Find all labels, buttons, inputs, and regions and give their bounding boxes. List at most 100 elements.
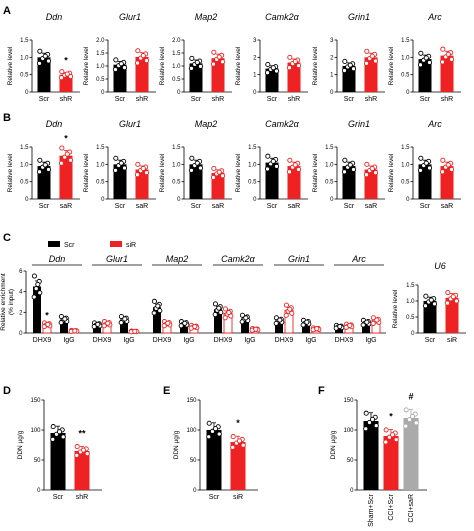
panel-B-4-y-tick-label: 0 [330,197,334,203]
bar-D-0 [50,433,66,490]
bar-A-5-1-data-point [445,51,451,57]
panel-A-3-y-tick-label: 2 [253,55,257,61]
bar-B-3-1-data-point [287,157,293,163]
bar-A-0-0-data-point [46,58,52,64]
bar-C-4-scr-data-point [157,308,163,314]
y-axis-label-A-3: Relative level [235,46,242,85]
x-tick-label-C-3: IgG [123,337,134,344]
bar-B-2-0-data-point [197,165,204,171]
bar-A-0-1-data-point [64,71,70,77]
panel-label-D: D [3,385,11,397]
bar-A-0-1-data-point [59,69,65,75]
x-tick-label-D-1: shR [76,494,88,501]
panel-B-1-y-tick-label: 0 [101,197,105,203]
bar-B-5-0 [418,164,432,199]
x-tick-label-A-2-0: Scr [191,96,202,103]
panel-A-1-y-tick-label: 0.5 [96,77,105,83]
bar-C-4-sir-data-point [165,320,171,326]
panel-A-4-y-tick-label: 3 [330,38,334,44]
bar-A-3-0-data-point [270,65,276,71]
significance-E-1: * [236,418,240,428]
bar-A-2-1-data-point [211,49,217,55]
x-tick-label-B-0-1: saR [60,203,72,210]
bar-C-0-scr-data-point [33,286,39,292]
bar-D-0-data-point [56,429,63,435]
gene-title-B-4: Grin1 [348,119,370,129]
bar-C-2-scr [93,324,101,333]
gene-title-A-2: Map2 [195,12,218,22]
bar-B-5-1-data-point [445,162,451,168]
inset-title-u6: U6 [434,261,446,271]
bar-B-4-1-data-point [369,165,375,172]
bar-C-6-scr-data-point [218,309,224,315]
x-tick-label-A-3-0: Scr [267,96,278,103]
x-tick-label-A-0-0: Scr [39,96,50,103]
bar-C-0-scr-data-point [37,290,43,296]
panel-E-y-tick-label: 50 [190,458,197,464]
bar-B-3-1-data-point [286,169,293,175]
bar-A-0-0 [37,57,51,92]
panel-D-y-tick-label: 100 [30,428,41,434]
y-axis-label-B-3: Relative level [235,153,242,192]
bar-B-2-0-data-point [194,160,200,166]
gene-title-C-4: Grin1 [288,254,310,264]
panel-B-5-y-tick-label: 0 [406,197,410,203]
x-tick-label-B-4-1: saR [365,203,377,210]
bar-B-1-0-data-point [118,160,124,166]
x-tick-label-B-0-0: Scr [39,203,50,210]
bar-A-2-1 [211,58,225,92]
bar-F-1-data-point [393,437,399,443]
bar-C-8-sir-data-point [289,310,295,316]
x-tick-label-A-3-1: shR [288,96,300,103]
x-tick-label-F-2: CCI+saR [408,494,415,523]
x-tick-label-E-1: siR [233,494,243,501]
bar-A-4-0-data-point [350,66,357,72]
bar-A-3-1-data-point [295,63,302,69]
bar-A-4-1-data-point [364,48,370,54]
panel-B-2-y-tick-label: 1.5 [172,145,181,151]
bar-E-0 [206,430,222,490]
panel-A-5-y-tick-label: 1.0 [401,55,410,61]
bar-C-8-scr [275,320,283,333]
panel-B-2-y-tick-label: 0.5 [172,180,181,186]
x-tick-label-B-3-0: Scr [267,203,278,210]
bar-C-11-scr [362,322,370,333]
panel-A-5-y-tick-label: 0 [406,90,410,96]
inset-y-tick-label: 0.5 [406,315,415,321]
significance-B-0-1: * [64,133,68,143]
bar-B-0-1-data-point [59,145,65,151]
bar-B-4-0 [342,166,356,199]
bar-B-0-1 [59,155,73,199]
bar-inset-1-data-point [445,289,451,296]
bar-F-2-data-point [403,423,409,429]
panel-label-F: F [318,385,325,397]
bar-F-1-data-point [383,427,389,433]
bar-C-9-scr-data-point [304,319,310,325]
bar-C-4-scr [153,307,161,333]
gene-title-B-1: Glur1 [119,119,141,129]
bar-B-3-0-data-point [265,153,271,159]
panel-E-y-tick-label: 150 [186,398,197,404]
bar-B-0-1-data-point [58,160,65,166]
bar-C-11-scr-data-point [364,319,370,325]
bar-B-5-1 [440,166,454,199]
panel-B-4-y-tick-label: 0.5 [325,180,334,186]
bar-B-4-0-data-point [350,166,357,173]
gene-title-B-0: Ddn [46,119,63,129]
bar-A-1-1-data-point [143,58,150,64]
bar-C-3-sir-data-point [132,328,138,334]
bar-inset-1-data-point [450,294,456,300]
bar-B-5-1-data-point [440,157,446,163]
bar-E-0-data-point [206,420,212,426]
bar-A-1-0-data-point [113,57,119,63]
bar-B-0-1-data-point [64,151,70,157]
x-tick-label-C-8: DHX9 [275,337,294,344]
bar-B-1-0-data-point [112,167,118,173]
x-tick-label-A-1-0: Scr [115,96,126,103]
panel-A-2-y-tick-label: 0 [177,90,181,96]
bar-B-1-1-data-point [134,172,140,178]
panel-B-3-y-tick-label: 1.0 [248,162,257,168]
bar-B-4-0-data-point [347,162,353,168]
y-axis-label-A-1: Relative level [83,46,90,85]
